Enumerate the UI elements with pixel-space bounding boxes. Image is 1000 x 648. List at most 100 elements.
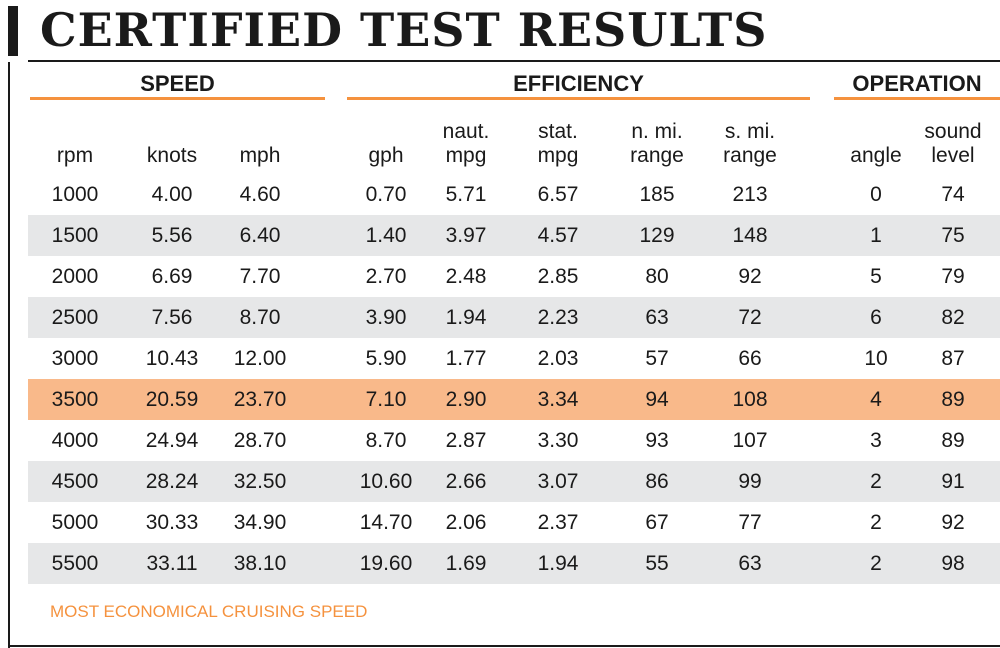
col-header-rpm: rpm <box>56 144 94 167</box>
group-speed: SPEED <box>30 70 325 100</box>
cell-angle: 2 <box>870 511 882 534</box>
title-accent-bar <box>8 6 18 56</box>
cell-sound-level: 89 <box>941 429 965 452</box>
col-header-mph: mph <box>239 144 281 167</box>
cell-mph: 8.70 <box>239 306 281 329</box>
cell-angle: 5 <box>870 265 882 288</box>
cell-stat-mpg: 3.07 <box>537 470 579 493</box>
col-header-sound-level: sound level <box>924 120 982 167</box>
cell-smi-range: 72 <box>738 306 762 329</box>
cell-sound-level: 79 <box>941 265 965 288</box>
title-divider <box>28 60 1000 62</box>
title-bar: CERTIFIED TEST RESULTS <box>0 0 1000 62</box>
group-speed-rule <box>30 97 325 100</box>
cell-knots: 6.69 <box>151 265 193 288</box>
col-header-nmi-range: n. mi. range <box>630 120 684 167</box>
cell-naut-mpg: 1.69 <box>445 552 487 575</box>
cell-gph: 14.70 <box>359 511 413 534</box>
cell-sound-level: 92 <box>941 511 965 534</box>
cell-naut-mpg: 3.97 <box>445 224 487 247</box>
cell-sound-level: 75 <box>941 224 965 247</box>
cell-knots: 4.00 <box>151 183 193 206</box>
cell-stat-mpg: 2.85 <box>537 265 579 288</box>
table-row: 4500 28.24 32.50 10.60 2.66 3.07 86 99 2 91 <box>28 461 1000 502</box>
col-header-naut-mpg: naut. mpg <box>442 120 490 167</box>
cell-gph: 2.70 <box>365 265 407 288</box>
cell-knots: 10.43 <box>145 347 199 370</box>
cell-mph: 7.70 <box>239 265 281 288</box>
cell-mph: 23.70 <box>233 388 287 411</box>
cell-knots: 33.11 <box>146 552 198 575</box>
cell-smi-range: 107 <box>732 429 768 452</box>
cell-sound-level: 91 <box>941 470 965 493</box>
group-efficiency-label: EFFICIENCY <box>513 71 644 96</box>
cell-gph: 3.90 <box>365 306 407 329</box>
cell-mph: 32.50 <box>233 470 287 493</box>
frame-bottom-border <box>8 645 1000 647</box>
table-row-highlighted: 3500 20.59 23.70 7.10 2.90 3.34 94 108 4 89 <box>28 379 1000 420</box>
cell-angle: 6 <box>870 306 882 329</box>
cell-smi-range: 213 <box>732 183 768 206</box>
cell-rpm: 2000 <box>51 265 99 288</box>
cell-rpm: 5500 <box>51 552 99 575</box>
cell-smi-range: 108 <box>732 388 768 411</box>
col-header-angle: angle <box>850 144 902 167</box>
cell-rpm: 3000 <box>51 347 99 370</box>
cell-gph: 19.60 <box>359 552 413 575</box>
results-table: 1000 4.00 4.60 0.70 5.71 6.57 185 213 0 74 1500 5.5… <box>28 174 1000 584</box>
cell-knots: 28.24 <box>145 470 199 493</box>
cell-naut-mpg: 2.90 <box>445 388 487 411</box>
group-operation-label: OPERATION <box>852 71 982 96</box>
cell-rpm: 1000 <box>51 183 99 206</box>
cell-stat-mpg: 6.57 <box>537 183 579 206</box>
cell-nmi-range: 129 <box>639 224 675 247</box>
col-header-knots: knots <box>146 144 198 167</box>
cell-nmi-range: 86 <box>645 470 669 493</box>
cell-smi-range: 63 <box>738 552 762 575</box>
cell-nmi-range: 55 <box>645 552 669 575</box>
table-row: 1500 5.56 6.40 1.40 3.97 4.57 129 148 1 75 <box>28 215 1000 256</box>
col-header-stat-mpg: stat. mpg <box>537 120 579 167</box>
cell-naut-mpg: 1.94 <box>445 306 487 329</box>
cell-knots: 30.33 <box>145 511 199 534</box>
cell-stat-mpg: 3.34 <box>537 388 579 411</box>
table-row: 4000 24.94 28.70 8.70 2.87 3.30 93 107 3 89 <box>28 420 1000 461</box>
group-efficiency-rule <box>347 97 810 100</box>
group-speed-label: SPEED <box>140 71 215 96</box>
table-row: 5000 30.33 34.90 14.70 2.06 2.37 67 77 2 92 <box>28 502 1000 543</box>
page-title: CERTIFIED TEST RESULTS <box>40 3 768 57</box>
cell-nmi-range: 67 <box>645 511 669 534</box>
cell-angle: 3 <box>870 429 882 452</box>
cell-sound-level: 74 <box>941 183 965 206</box>
cell-gph: 10.60 <box>359 470 413 493</box>
cell-smi-range: 99 <box>738 470 762 493</box>
cell-mph: 6.40 <box>239 224 281 247</box>
group-operation: OPERATION <box>834 70 1000 100</box>
cell-sound-level: 98 <box>941 552 965 575</box>
cell-gph: 0.70 <box>365 183 407 206</box>
table-row: 1000 4.00 4.60 0.70 5.71 6.57 185 213 0 74 <box>28 174 1000 215</box>
cell-angle: 4 <box>870 388 882 411</box>
cell-gph: 7.10 <box>365 388 407 411</box>
cell-angle: 1 <box>870 224 882 247</box>
cell-angle: 2 <box>870 470 882 493</box>
cell-nmi-range: 94 <box>645 388 669 411</box>
cell-naut-mpg: 2.48 <box>445 265 487 288</box>
cell-stat-mpg: 2.23 <box>537 306 579 329</box>
col-header-smi-range: s. mi. range <box>723 120 777 167</box>
cell-nmi-range: 185 <box>639 183 675 206</box>
cell-sound-level: 87 <box>941 347 965 370</box>
cell-rpm: 2500 <box>51 306 99 329</box>
cell-rpm: 3500 <box>51 388 99 411</box>
cell-sound-level: 82 <box>941 306 965 329</box>
cell-nmi-range: 93 <box>645 429 669 452</box>
cell-nmi-range: 57 <box>645 347 669 370</box>
cell-smi-range: 77 <box>738 511 762 534</box>
cell-stat-mpg: 2.03 <box>537 347 579 370</box>
footnote: MOST ECONOMICAL CRUISING SPEED <box>50 602 368 621</box>
group-efficiency: EFFICIENCY <box>347 70 810 100</box>
table-row: 5500 33.11 38.10 19.60 1.69 1.94 55 63 2 98 <box>28 543 1000 584</box>
cell-stat-mpg: 1.94 <box>537 552 579 575</box>
cell-angle: 2 <box>870 552 882 575</box>
cell-nmi-range: 80 <box>645 265 669 288</box>
